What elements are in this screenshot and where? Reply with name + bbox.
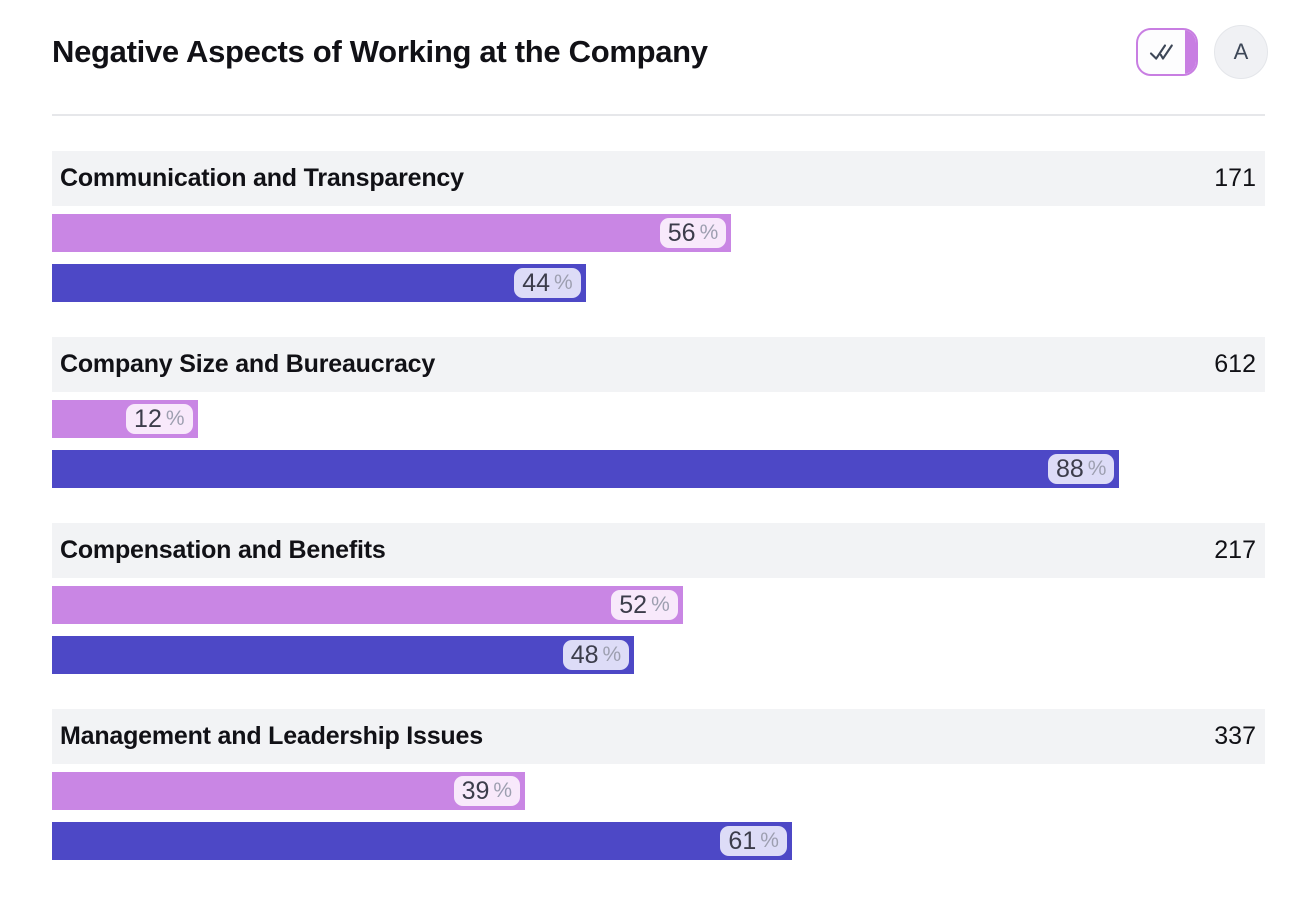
percent-badge: 88 % — [1047, 454, 1115, 484]
percent-value: 88 — [1055, 454, 1084, 483]
category-header[interactable]: Compensation and Benefits 217 — [52, 523, 1265, 578]
percent-badge: 61 % — [720, 826, 787, 856]
percent-badge: 12 % — [126, 404, 193, 434]
percent-value: 52 — [619, 590, 648, 619]
bar-pink[interactable]: 52 % — [52, 586, 683, 624]
percent-value: 12 — [134, 404, 162, 433]
percent-sign: % — [602, 643, 622, 666]
bar-pink[interactable]: 56 % — [52, 214, 732, 252]
bar-blue[interactable]: 61 % — [52, 822, 792, 860]
category-count: 217 — [1214, 536, 1256, 564]
percent-badge: 48 % — [562, 640, 630, 670]
percent-sign: % — [1087, 457, 1107, 480]
bar-blue[interactable]: 44 % — [52, 264, 586, 302]
divider — [52, 114, 1265, 116]
percent-badge: 44 % — [514, 268, 581, 298]
toolbar-controls: A — [1136, 25, 1268, 79]
percent-sign: % — [165, 407, 185, 430]
category-label: Compensation and Benefits — [60, 536, 386, 564]
percent-value: 61 — [728, 826, 757, 855]
percent-sign: % — [493, 779, 513, 802]
category-header[interactable]: Communication and Transparency 171 — [52, 151, 1265, 206]
chart-rows: Communication and Transparency 171 56 % … — [52, 151, 1265, 860]
percent-sign: % — [651, 593, 670, 616]
percent-badge: 39 % — [453, 776, 521, 806]
percent-badge: 52 % — [611, 590, 678, 620]
annotation-button[interactable]: A — [1214, 25, 1268, 79]
category-header[interactable]: Management and Leadership Issues 337 — [52, 709, 1265, 764]
bar-blue[interactable]: 48 % — [52, 636, 635, 674]
annotation-button-label: A — [1233, 39, 1249, 64]
percent-value: 39 — [461, 776, 490, 805]
category-row: Compensation and Benefits 217 52 % 48 % — [52, 523, 1265, 674]
percent-sign: % — [760, 829, 779, 852]
double-check-icon — [1148, 41, 1175, 63]
category-row: Communication and Transparency 171 56 % … — [52, 151, 1265, 302]
category-header[interactable]: Company Size and Bureaucracy 612 — [52, 337, 1265, 392]
category-row: Management and Leadership Issues 337 39 … — [52, 709, 1265, 860]
category-label: Management and Leadership Issues — [60, 722, 483, 750]
percent-value: 56 — [667, 218, 696, 247]
category-count: 612 — [1214, 350, 1256, 378]
percent-value: 44 — [522, 268, 551, 297]
bar-pink[interactable]: 12 % — [52, 400, 198, 438]
bar-pink[interactable]: 39 % — [52, 772, 526, 810]
percent-value: 48 — [570, 640, 599, 669]
bar-blue[interactable]: 88 % — [52, 450, 1120, 488]
percent-badge: 56 % — [659, 218, 727, 248]
category-row: Company Size and Bureaucracy 612 12 % 88… — [52, 337, 1265, 488]
category-label: Company Size and Bureaucracy — [60, 350, 436, 378]
percent-sign: % — [554, 271, 573, 294]
category-count: 171 — [1214, 164, 1256, 192]
percent-sign: % — [699, 221, 719, 244]
page-title: Negative Aspects of Working at the Compa… — [52, 34, 708, 69]
double-check-button[interactable] — [1136, 28, 1198, 76]
button-accent-strip — [1185, 30, 1196, 74]
category-label: Communication and Transparency — [60, 164, 464, 192]
topbar: Negative Aspects of Working at the Compa… — [52, 24, 1268, 80]
category-count: 337 — [1214, 722, 1256, 750]
